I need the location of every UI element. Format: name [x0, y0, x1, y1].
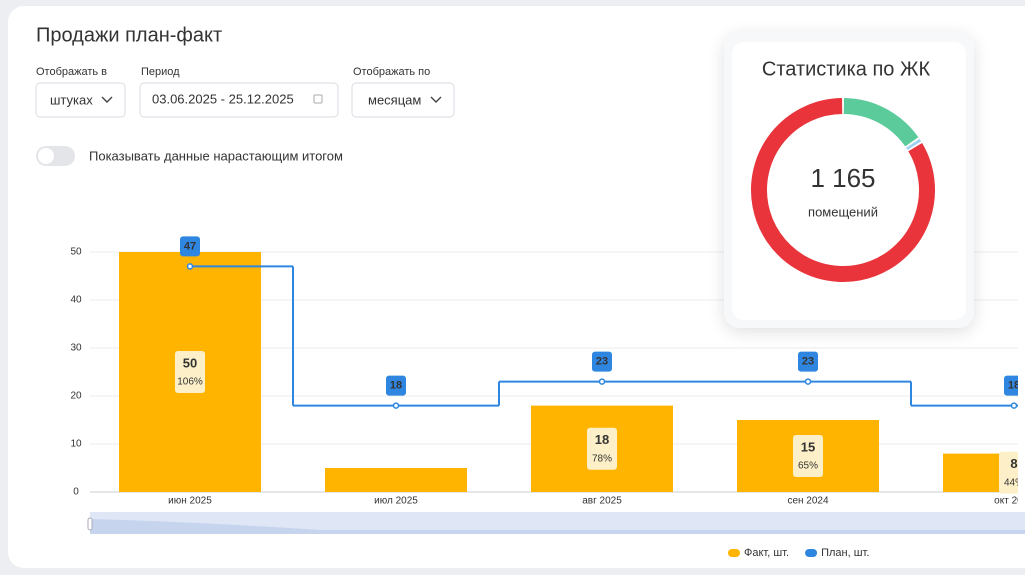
x-tick-label: сен 2024 [787, 496, 829, 507]
y-tick-label: 20 [70, 391, 82, 402]
y-tick-label: 0 [73, 487, 79, 498]
plot: 0 10 20 30 40 50 июн 2025 июл 2025 авг 2025 сен 2… [70, 236, 1025, 507]
control-label: Отображать в [36, 66, 107, 78]
donut-segment [843, 98, 919, 147]
plan-label: 23 [596, 356, 608, 368]
legend: Факт, шт. План, шт. [728, 547, 869, 559]
bar-percent-label: 106% [177, 377, 203, 388]
date-value[interactable]: 03.06.2025 - 25.12.2025 [152, 91, 294, 106]
bar-label-box [175, 351, 205, 393]
control-label: Отображать по [353, 66, 430, 78]
navigator-handle[interactable] [87, 517, 93, 531]
plan-label-box [180, 236, 200, 257]
toggle[interactable] [36, 146, 75, 166]
legend-label: План, шт. [821, 547, 869, 559]
y-tick-label: 10 [70, 439, 82, 450]
navigator[interactable] [90, 512, 1025, 534]
x-tick-label: июл 2025 [374, 496, 418, 507]
dropdown[interactable] [35, 82, 126, 118]
bar-value-label: 15 [801, 439, 815, 454]
plan-point [598, 378, 606, 385]
plan-point [1010, 402, 1018, 409]
title: Продажи план-факт [36, 24, 222, 46]
plan-point [186, 263, 194, 270]
toggle-label: Показывать данные нарастающим итогом [89, 148, 343, 163]
y-tick-label: 50 [70, 247, 82, 258]
bar-percent-label: 44% [1004, 477, 1024, 488]
plan-label-box [386, 375, 406, 396]
dropdown-value[interactable]: месяцам [368, 92, 421, 107]
y-tick-label: 40 [70, 295, 82, 306]
x-tick-label: окт 2025 [994, 496, 1025, 507]
control-label: Период [141, 66, 180, 78]
plan-label-box [798, 351, 818, 372]
stats-title: Статистика по ЖК [762, 58, 931, 80]
bar [325, 468, 467, 492]
plan-label: 18 [390, 380, 402, 392]
navigator-shape [90, 519, 1025, 534]
bar-label-box [999, 451, 1018, 494]
plan-label: 18 [1008, 380, 1020, 392]
chevron [101, 96, 113, 103]
bar-percent-label: 65% [798, 461, 818, 472]
donut [751, 98, 935, 282]
calendar-icon [313, 94, 323, 104]
plan-point [804, 378, 812, 385]
dropdown[interactable] [351, 82, 455, 118]
legend-label: Факт, шт. [744, 547, 789, 559]
legend-swatch [728, 549, 740, 557]
plan-label-box [592, 351, 612, 372]
y-tick-label: 30 [70, 343, 82, 354]
plan-point [392, 402, 400, 409]
bar-value-label: 50 [183, 355, 197, 370]
x-tick-label: июн 2025 [168, 496, 212, 507]
legend-swatch [805, 549, 818, 557]
date-input[interactable] [139, 82, 339, 118]
plan-label-box [1004, 375, 1018, 396]
plan-label: 47 [184, 240, 196, 252]
chevron [430, 96, 442, 103]
x-tick-label: авг 2025 [582, 496, 622, 507]
donut-segment [906, 138, 922, 150]
bar-label-box [793, 435, 823, 477]
stats-total: 1 165 [810, 163, 875, 193]
bar-label-box [587, 427, 617, 470]
stats-unit: помещений [808, 204, 878, 219]
bar-percent-label: 78% [592, 453, 612, 464]
bar-value-label: 18 [595, 432, 609, 447]
donut-segment [751, 98, 935, 282]
bar-value-label: 8 [1010, 456, 1017, 471]
plan-label: 23 [802, 356, 814, 368]
toggle-knob [38, 148, 54, 164]
dropdown-value[interactable]: штуках [50, 92, 93, 107]
